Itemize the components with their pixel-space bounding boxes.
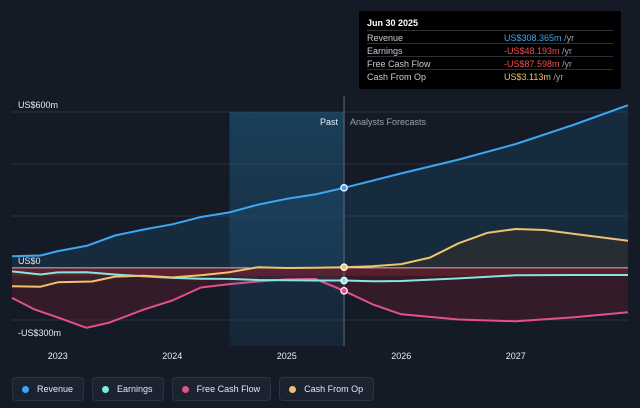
tooltip-value: -US$48.193m /yr [504, 46, 572, 56]
x-tick-label: 2023 [48, 351, 68, 361]
tooltip-unit: /yr [562, 59, 573, 69]
series-line-free-cash-flow [11, 277, 629, 329]
series-area [12, 105, 628, 268]
tooltip-row-cash-from-op: Cash From Op US$3.113m /yr [367, 69, 613, 83]
axis-labels: Past Analysts Forecasts US$600m US$0 -US$3… [18, 100, 526, 361]
past-highlight-band [229, 112, 345, 346]
series-area [12, 268, 628, 328]
tooltip-unit: /yr [553, 72, 564, 82]
legend-dot-icon [22, 385, 29, 393]
past-label: Past [320, 117, 339, 127]
legend-dot-icon [102, 385, 110, 393]
tooltip-number: US$3.113m [504, 72, 551, 82]
tooltip-label: Cash From Op [367, 72, 427, 82]
current-markers [340, 184, 348, 295]
tooltip-row-free-cash-flow: Free Cash Flow -US$87.598m /yr [367, 56, 613, 70]
tooltip-label: Revenue [367, 33, 404, 43]
tooltip-unit: /yr [562, 46, 573, 56]
legend-label: Earnings [117, 384, 153, 394]
tooltip-label: Free Cash Flow [367, 59, 431, 69]
negative-zone-band [12, 268, 628, 276]
legend-item-cash-from-op[interactable]: Cash From Op [279, 377, 375, 401]
x-tick-label: 2024 [162, 351, 182, 361]
tooltip-value: US$308.365m /yr [504, 33, 574, 43]
legend-item-free-cash-flow[interactable]: Free Cash Flow [171, 377, 272, 401]
legend-dot-icon [181, 385, 189, 393]
series-line-earnings [11, 270, 628, 283]
legend: Revenue Earnings Free Cash Flow Cash Fro… [12, 377, 375, 401]
y-tick-label: US$0 [18, 256, 41, 266]
marker-free-cash-flow [340, 286, 348, 295]
tooltip-value: US$3.113m /yr [504, 72, 563, 82]
tooltip-row-revenue: Revenue US$308.365m /yr [367, 30, 613, 44]
tooltip-number: -US$87.598m [504, 59, 560, 69]
forecast-label: Analysts Forecasts [350, 117, 427, 127]
x-tick-label: 2027 [506, 351, 526, 361]
tooltip-row-earnings: Earnings -US$48.193m /yr [367, 43, 613, 57]
marker-revenue [340, 184, 348, 192]
marker-earnings [340, 276, 348, 285]
y-tick-label: -US$300m [18, 328, 61, 338]
tooltip-number: US$308.365m [504, 33, 562, 43]
tooltip-value: -US$87.598m /yr [504, 59, 572, 69]
x-tick-label: 2026 [391, 351, 411, 361]
legend-item-revenue[interactable]: Revenue [12, 377, 85, 401]
x-tick-label: 2025 [277, 351, 297, 361]
tooltip-number: -US$48.193m [504, 46, 560, 56]
y-tick-label: US$600m [18, 100, 58, 110]
legend-label: Cash From Op [304, 384, 364, 394]
series-line-revenue [11, 104, 629, 258]
tooltip-panel: Jun 30 2025 Revenue US$308.365m /yr Earn… [359, 11, 621, 89]
tooltip-label: Earnings [367, 46, 403, 56]
legend-item-earnings[interactable]: Earnings [92, 377, 164, 401]
tooltip-date: Jun 30 2025 [367, 18, 419, 28]
marker-cash-from-op [340, 263, 348, 271]
series-lines [11, 104, 629, 329]
legend-label: Revenue [37, 384, 74, 394]
legend-dot-icon [289, 385, 297, 393]
tooltip-unit: /yr [564, 33, 575, 43]
series-line-cash-from-op [11, 228, 629, 288]
legend-label: Free Cash Flow [196, 384, 261, 394]
